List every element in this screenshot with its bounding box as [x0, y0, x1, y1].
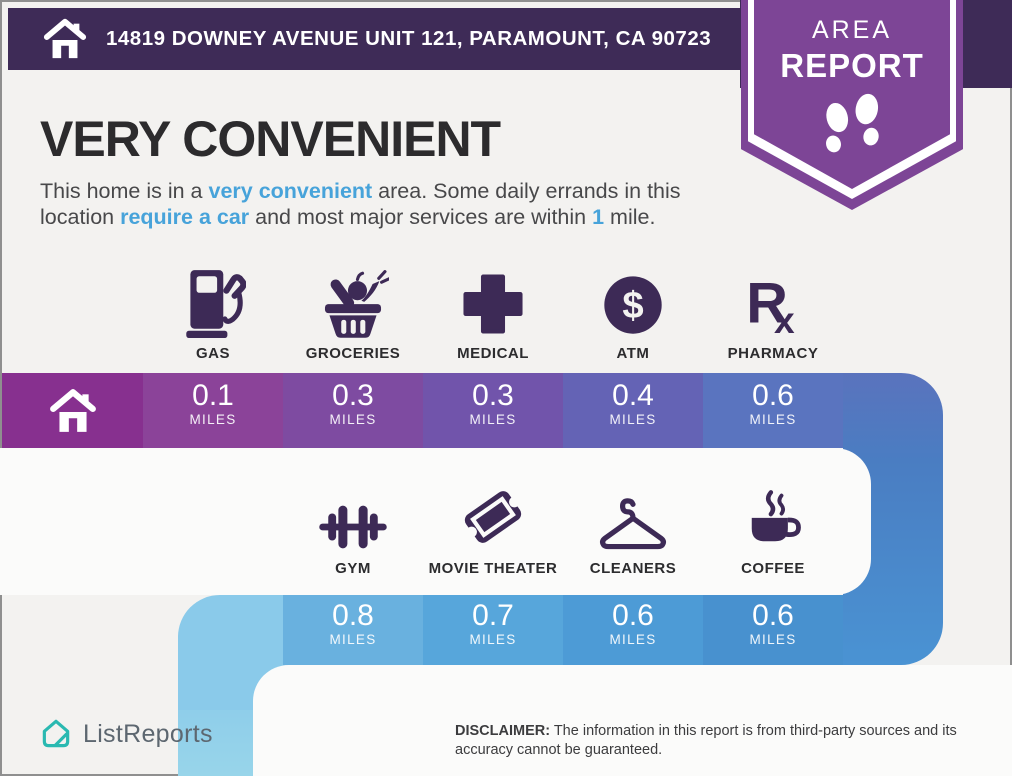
listreports-logo-icon	[42, 719, 70, 748]
svg-text:$: $	[622, 284, 643, 327]
distance-unit: MILES	[469, 632, 517, 647]
amenity-label: GAS	[195, 345, 230, 362]
dumbbell-icon	[319, 505, 387, 549]
coffee-cup-icon	[751, 490, 801, 542]
distance-unit: MILES	[609, 412, 657, 427]
amenity-pharmacy: R x PHARMACY	[703, 262, 843, 362]
middle-panel	[0, 448, 871, 595]
distance-cell: 0.4 MILES	[563, 373, 703, 448]
distance-cell: 0.7 MILES	[423, 595, 563, 665]
distance-cell: 0.3 MILES	[283, 373, 423, 448]
distance-value: 0.6	[612, 599, 654, 632]
distance-bar-1: 0.1 MILES 0.3 MILES 0.3 MILES 0.4 MILES …	[2, 373, 843, 448]
amenity-label: GYM	[335, 560, 371, 577]
distance-unit: MILES	[609, 632, 657, 647]
distance-bar-2: 0.8 MILES 0.7 MILES 0.6 MILES 0.6 MILES	[178, 595, 843, 665]
amenity-groceries: GROCERIES	[283, 262, 423, 362]
distance-cell: 0.6 MILES	[703, 373, 843, 448]
brand-name: ListReports	[83, 719, 213, 748]
description: This home is in a very convenient area. …	[40, 179, 681, 230]
footprints-icon	[826, 93, 879, 153]
distance-unit: MILES	[329, 412, 377, 427]
distance-unit: MILES	[329, 632, 377, 647]
distance-value: 0.1	[192, 379, 234, 412]
distance-value: 0.8	[332, 599, 374, 632]
badge-title-line1: AREA	[811, 16, 893, 44]
gas-pump-icon	[186, 270, 246, 338]
listreports-brand: ListReports	[38, 716, 213, 752]
home-icon	[43, 18, 87, 59]
home-cell	[2, 373, 143, 448]
hanger-icon	[599, 498, 667, 550]
amenity-gym: GYM	[283, 477, 423, 577]
distance-value: 0.3	[472, 379, 514, 412]
distance-value: 0.4	[612, 379, 654, 412]
amenity-label: CLEANERS	[589, 560, 677, 577]
distance-cell: 0.1 MILES	[143, 373, 283, 448]
distance-cell: 0.8 MILES	[283, 595, 423, 665]
badge-content: AREA REPORT	[741, 0, 963, 159]
amenity-label: ATM	[616, 345, 650, 362]
distance-value: 0.7	[472, 599, 514, 632]
bar2-curve-cap	[178, 595, 283, 665]
distance-cell: 0.6 MILES	[563, 595, 703, 665]
address-text: 14819 DOWNEY AVENUE UNIT 121, PARAMOUNT,…	[106, 27, 712, 50]
distance-unit: MILES	[749, 632, 797, 647]
svg-text:R: R	[746, 272, 788, 336]
bottom-panel	[253, 665, 1012, 776]
amenity-label: GROCERIES	[305, 345, 401, 362]
amenity-movie-theater: MOVIE THEATER	[423, 477, 563, 577]
distance-unit: MILES	[469, 412, 517, 427]
movie-ticket-icon	[464, 491, 522, 543]
home-icon	[49, 388, 96, 432]
dollar-circle-icon: $	[604, 276, 662, 334]
amenity-label: MOVIE THEATER	[428, 560, 558, 577]
grocery-basket-icon	[324, 270, 389, 338]
distance-value: 0.6	[752, 599, 794, 632]
rx-icon: R x	[746, 272, 795, 340]
distance-unit: MILES	[749, 412, 797, 427]
distance-cell: 0.3 MILES	[423, 373, 563, 448]
distance-unit: MILES	[189, 412, 237, 427]
amenity-gas: GAS	[143, 262, 283, 362]
amenity-cleaners: CLEANERS	[563, 477, 703, 577]
disclaimer: DISCLAIMER: The information in this repo…	[455, 722, 983, 760]
medical-cross-icon	[463, 274, 523, 334]
badge-title-line2: REPORT	[780, 47, 924, 84]
amenity-label: MEDICAL	[457, 345, 529, 362]
svg-text:x: x	[774, 299, 795, 340]
area-report-badge: AREA REPORT	[741, 0, 963, 210]
amenity-medical: MEDICAL	[423, 262, 563, 362]
amenity-label: COFFEE	[741, 560, 805, 577]
amenity-label: PHARMACY	[727, 345, 819, 362]
amenity-coffee: COFFEE	[703, 477, 843, 577]
distance-cell: 0.6 MILES	[703, 595, 843, 665]
disclaimer-label: DISCLAIMER:	[455, 723, 551, 739]
amenity-atm: $ ATM	[563, 262, 703, 362]
distance-value: 0.6	[752, 379, 794, 412]
disclaimer-text: The information in this report is from t…	[455, 723, 957, 759]
page-title: VERY CONVENIENT	[40, 111, 501, 167]
distance-value: 0.3	[332, 379, 374, 412]
